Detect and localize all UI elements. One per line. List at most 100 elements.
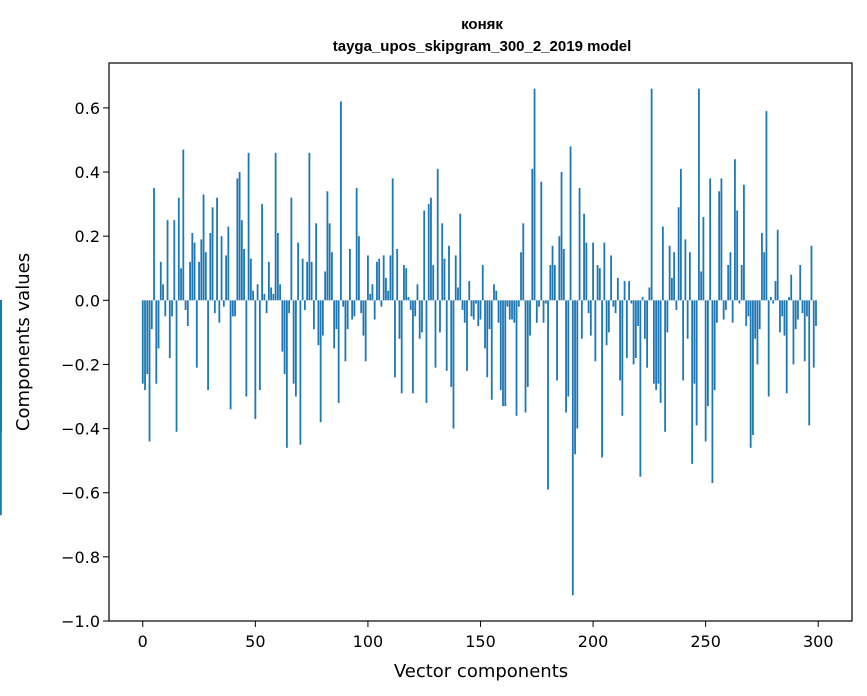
bar-74	[308, 152, 311, 301]
bar-95	[355, 188, 358, 301]
bar-37	[225, 255, 227, 301]
bar-195	[580, 300, 583, 339]
x-axis-label: Vector components	[394, 661, 568, 682]
bar-223	[643, 300, 646, 339]
bar-32	[213, 300, 216, 314]
bar-106	[380, 300, 383, 307]
bar-265	[738, 300, 741, 304]
bar-10	[164, 300, 167, 317]
bar-44	[240, 220, 243, 301]
bar-30	[209, 232, 212, 301]
bar-217	[630, 300, 633, 304]
bar-86	[335, 300, 338, 330]
bar-11	[166, 220, 169, 301]
bar-166	[515, 300, 518, 416]
bar-203	[598, 268, 601, 301]
bar-26	[200, 239, 203, 301]
bar-255	[716, 300, 718, 323]
bar-247	[698, 88, 700, 301]
bar-42	[236, 178, 239, 301]
bar-221	[639, 300, 642, 477]
bar-260	[727, 265, 730, 301]
bar-77	[315, 223, 318, 301]
bar-137	[450, 300, 453, 387]
bar-52	[258, 300, 261, 391]
bar-155	[490, 300, 493, 400]
bar-121	[414, 300, 417, 317]
bar-20	[186, 300, 189, 326]
bar-249	[702, 216, 705, 301]
bar-191	[571, 300, 574, 596]
bar-82	[326, 191, 329, 301]
bar-175	[535, 300, 538, 323]
bar-111	[391, 178, 394, 301]
bar-138	[452, 300, 455, 429]
bar-13	[171, 300, 173, 317]
bar-152	[484, 300, 486, 349]
bar-94	[353, 300, 356, 317]
bar-40	[231, 300, 234, 317]
bar-101	[369, 293, 372, 301]
bar-197	[585, 242, 588, 301]
bar-207	[607, 300, 610, 333]
bar-35	[220, 236, 223, 301]
bar-133	[441, 223, 444, 301]
bar-169	[522, 223, 525, 301]
bar-239	[679, 168, 682, 301]
bar-47	[247, 152, 250, 301]
bar-131	[436, 168, 439, 301]
bar-91	[346, 300, 349, 330]
bar-60	[276, 232, 279, 301]
bar-75	[310, 261, 313, 301]
bar-118	[407, 297, 410, 301]
bar-231	[661, 226, 664, 301]
bar-261	[729, 252, 732, 301]
bar-251	[707, 300, 709, 407]
bar-179	[544, 300, 547, 304]
bar-71	[301, 258, 304, 301]
bar-297	[810, 245, 813, 301]
bar-250	[704, 300, 707, 442]
bar-96	[358, 236, 360, 301]
bar-295	[806, 300, 808, 317]
bar-29	[207, 300, 209, 391]
bar-124	[421, 300, 423, 333]
x-tick-label: 300	[803, 632, 834, 651]
bar-269	[747, 300, 750, 317]
bar-70	[299, 300, 302, 445]
bar-122	[416, 284, 419, 301]
bar-259	[725, 300, 727, 310]
bar-58	[272, 293, 275, 301]
bar-45	[243, 249, 245, 301]
bar-271	[752, 300, 754, 435]
bar-199	[589, 300, 592, 336]
x-tick-label: 0	[138, 632, 148, 651]
bar-48	[249, 258, 252, 301]
bar-161	[504, 300, 507, 407]
bar-160	[502, 300, 504, 407]
bar-51	[256, 284, 259, 301]
bar-184	[556, 300, 558, 381]
x-tick-label: 50	[245, 632, 265, 651]
bar-128	[430, 197, 432, 301]
bar-180	[547, 300, 549, 490]
bar-87	[337, 300, 340, 403]
bar-158	[497, 300, 500, 323]
bar-294	[803, 300, 806, 362]
x-tick-label: 250	[690, 632, 721, 651]
bar-113	[396, 249, 399, 301]
bar-7	[157, 300, 160, 349]
bar-177	[540, 181, 543, 301]
bar-283	[779, 300, 781, 333]
bar-79	[319, 300, 322, 423]
bar-272	[754, 300, 757, 339]
x-tick-label: 100	[353, 632, 384, 651]
bar-127	[427, 204, 430, 301]
bar-22	[191, 232, 194, 301]
bar-85	[333, 300, 336, 349]
bar-266	[740, 265, 743, 301]
bar-148	[475, 300, 477, 304]
bar-69	[297, 242, 300, 301]
bar-296	[808, 300, 811, 426]
y-tick-label: −0.6	[61, 484, 100, 503]
